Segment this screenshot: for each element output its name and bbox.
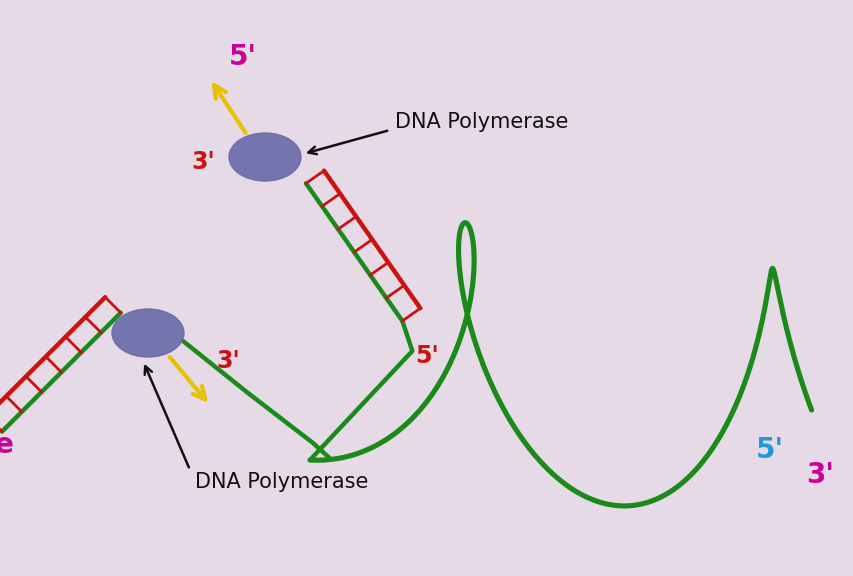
Text: 5': 5' <box>415 344 438 368</box>
Text: 3': 3' <box>191 150 215 174</box>
Text: 3': 3' <box>216 349 240 373</box>
Text: 5': 5' <box>755 436 783 464</box>
Text: e: e <box>0 431 14 459</box>
Text: 3': 3' <box>805 461 833 489</box>
Ellipse shape <box>112 309 183 357</box>
Ellipse shape <box>229 133 300 181</box>
Text: 5': 5' <box>229 43 257 71</box>
Text: DNA Polymerase: DNA Polymerase <box>395 112 568 132</box>
Text: DNA Polymerase: DNA Polymerase <box>194 472 368 492</box>
